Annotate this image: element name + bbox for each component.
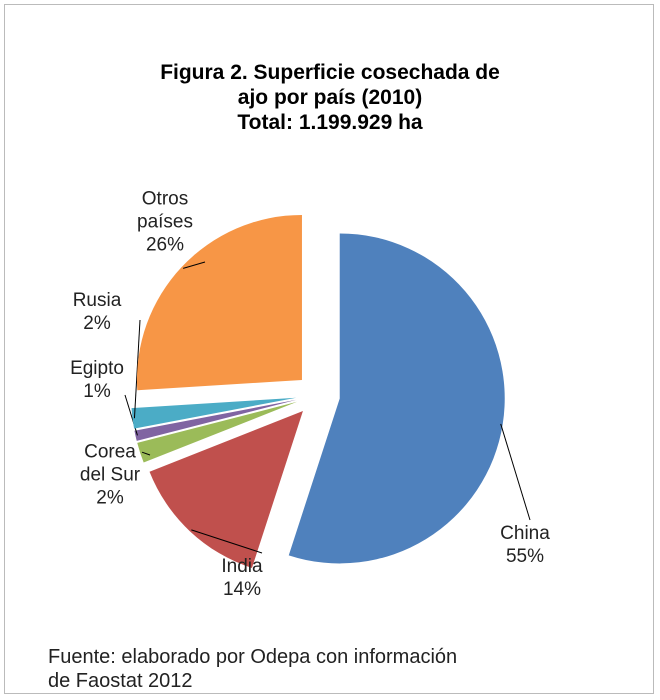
- slice-label: India 14%: [212, 555, 272, 601]
- slice-label: China 55%: [485, 522, 565, 568]
- chart-frame: [4, 4, 654, 694]
- chart-subtitle: Total: 1.199.929 ha: [237, 111, 423, 134]
- pie-slice: [136, 214, 302, 391]
- title-block: Figura 2. Superficie cosechada de ajo po…: [0, 60, 660, 135]
- leader-line: [133, 319, 141, 419]
- leader-line: [141, 451, 151, 456]
- leader-line: [124, 394, 138, 436]
- chart-title: Figura 2. Superficie cosechada de ajo po…: [160, 61, 500, 109]
- category-label: India: [221, 556, 263, 577]
- value-label: 2%: [96, 487, 124, 509]
- leader-line: [191, 529, 263, 554]
- source-note: Fuente: elaborado por Odepa con informac…: [48, 646, 458, 692]
- category-label: Egipto: [70, 358, 124, 379]
- value-label: 2%: [83, 313, 111, 334]
- category-label: Rusia: [72, 290, 122, 311]
- category-label: Corea del Sur: [79, 441, 141, 486]
- value-label: 14%: [222, 579, 262, 600]
- category-label: Otros países: [137, 188, 193, 233]
- leader-line: [183, 261, 206, 269]
- pie-slice: [134, 399, 297, 441]
- slice-label: Rusia 2%: [57, 289, 137, 335]
- leader-line: [500, 423, 531, 521]
- slice-label: Corea del Sur 2%: [70, 441, 150, 510]
- pie-slice: [149, 411, 303, 568]
- value-label: 55%: [505, 546, 545, 567]
- value-label: 1%: [83, 381, 111, 402]
- pie-slice: [288, 233, 505, 564]
- category-label: China: [500, 523, 550, 544]
- slice-label: Otros países 26%: [130, 188, 200, 257]
- slice-label: Egipto 1%: [57, 357, 137, 403]
- pie-slice: [131, 397, 297, 429]
- pie-slice: [137, 401, 298, 463]
- value-label: 26%: [145, 234, 185, 256]
